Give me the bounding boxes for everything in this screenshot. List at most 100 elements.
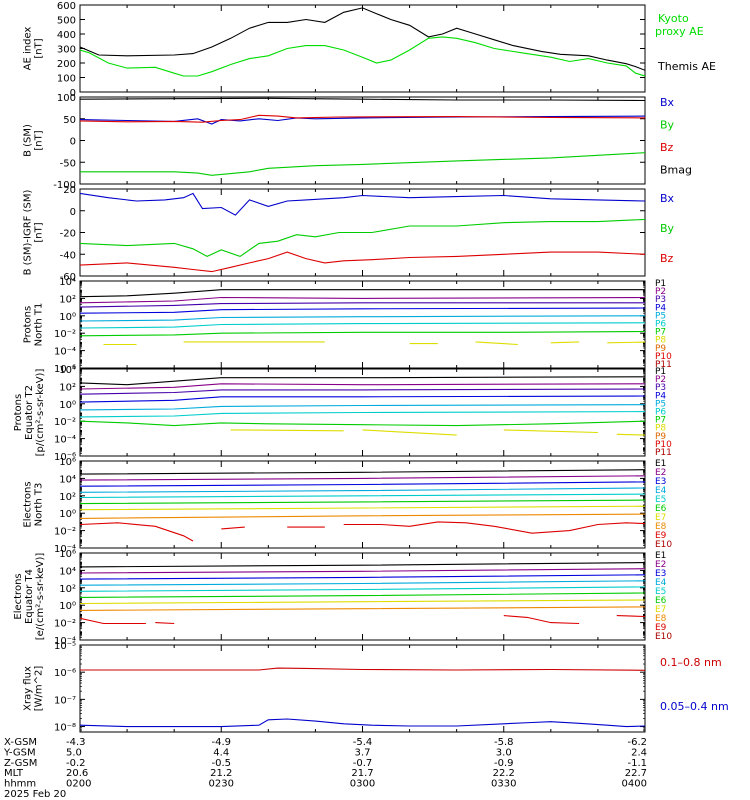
legend-entry: Bz (660, 252, 674, 265)
y-tick-label: 10⁴ (59, 474, 76, 485)
series-line-by (80, 152, 645, 176)
ephemeris-value: 21.2 (210, 768, 232, 779)
legend-entry: 0.1–0.8 nm (660, 656, 722, 669)
ephemeris-row-label: Y-GSM (3, 747, 36, 758)
legend-entry: By (660, 119, 675, 132)
y-tick-label: 10⁻⁵ (54, 641, 76, 652)
series-line-0108nm (80, 667, 645, 671)
legend-entry: E2 (655, 560, 666, 570)
legend-entry: E5 (655, 495, 666, 505)
legend-entry: Kyoto (658, 12, 689, 25)
y-tick-label: 0 (70, 207, 76, 218)
y-tick-label: 10⁶ (59, 457, 76, 468)
legend-entry: E2 (655, 468, 666, 478)
series-line-p2 (80, 296, 645, 304)
series-line-e9 (616, 615, 645, 618)
series-group (80, 562, 645, 625)
series-line-p2 (80, 383, 645, 390)
legend-entry: E7 (655, 605, 666, 615)
panel-frame (79, 96, 646, 185)
series-line-p8 (550, 341, 580, 344)
ephemeris-value: -0.7 (353, 758, 373, 769)
y-axis-title: AE index (23, 27, 34, 71)
y-tick-label: 20 (63, 185, 76, 196)
series-line-p6 (80, 322, 645, 329)
panel-2: -100 -50 0 50 100 B (SM) [nT] Bx By Bz Bmag (23, 93, 693, 191)
series-line-e8 (80, 606, 645, 611)
series-line-p3 (80, 388, 645, 395)
y-axis-title: B (SM) (23, 124, 34, 157)
y-tick-label: 10⁰ (59, 400, 76, 411)
legend-entry: P4 (655, 391, 666, 401)
series-line-e5 (80, 493, 645, 499)
series-line-by (80, 218, 645, 258)
series-line-kyotoproxyae (80, 36, 645, 77)
y-tick-label: 10⁴ (59, 365, 76, 376)
series-line-p8 (362, 429, 457, 436)
y-tick-label: 10² (59, 294, 76, 305)
ephemeris-value: 0330 (491, 779, 516, 790)
y-axis-title: [nT] (34, 222, 45, 242)
y-tick-label: 10² (59, 584, 76, 595)
y-axis-title: [W/m^2] (34, 666, 45, 712)
y-tick-label: 10⁻⁴ (54, 636, 76, 647)
y-tick-label: 50 (63, 115, 76, 126)
y-axis-title: North T3 (34, 483, 45, 527)
y-tick-label: 400 (57, 30, 76, 41)
ephemeris-value: 22.7 (625, 768, 647, 779)
legend-entry: Bmag (660, 164, 692, 177)
ephemeris-value: -0.9 (494, 758, 514, 769)
y-tick-label: -50 (60, 158, 76, 169)
y-axis-title: Xray flux (23, 666, 34, 711)
legend-entry: Themis AE (657, 60, 716, 73)
y-tick-label: -60 (60, 272, 76, 283)
legend-entry: P5 (655, 311, 666, 321)
y-tick-label: 10⁻⁶ (54, 364, 76, 375)
ephemeris-row-label: Z-GSM (4, 758, 37, 769)
y-tick-label: 500 (57, 16, 76, 27)
series-group (80, 376, 645, 436)
legend-entry: proxy AE (655, 25, 704, 38)
legend-entry: E10 (655, 632, 672, 642)
ephemeris-value: 21.7 (351, 768, 373, 779)
series-line-e7 (80, 505, 645, 511)
y-tick-label: 10⁻⁴ (54, 435, 76, 446)
series-line-p8 (616, 433, 645, 436)
legend-entry: P8 (655, 424, 666, 434)
y-tick-label: 10⁴ (59, 277, 76, 288)
ephemeris-value: -0.5 (211, 758, 231, 769)
legend-entry: E4 (655, 578, 667, 588)
y-axis-title: B (SM)-IGRF (SM) (23, 190, 34, 276)
y-tick-label: 300 (57, 45, 76, 56)
y-axis-title: Equator T4 (24, 569, 35, 624)
ephemeris-value: 0200 (66, 779, 91, 790)
legend-entry: P11 (655, 360, 672, 370)
legend-entry: E5 (655, 587, 666, 597)
y-axis-title: Electrons (13, 573, 24, 619)
series-line-e1 (80, 469, 645, 475)
series-line-p4 (80, 395, 645, 403)
series-line-e9 (221, 526, 245, 530)
ephemeris-value: 4.4 (213, 747, 229, 758)
series-line-e6 (80, 499, 645, 505)
series-line-e1 (80, 562, 645, 568)
ephemeris-value: -0.2 (66, 758, 86, 769)
series-line-p8 (503, 429, 598, 434)
ephemeris-value: 20.6 (66, 768, 88, 779)
y-axis-title: Equator T2 (24, 385, 35, 440)
legend-entry: P9 (655, 344, 666, 354)
series-line-e2 (80, 475, 645, 481)
series-line-p8 (230, 429, 344, 432)
ephemeris-row-label: MLT (4, 768, 24, 779)
ephemeris-value: -4.3 (66, 737, 86, 748)
y-tick-label: 10⁻⁶ (54, 668, 76, 679)
series-line-bz (80, 251, 645, 273)
y-tick-label: 10⁻⁷ (54, 695, 76, 706)
ephemeris-value: 2.4 (631, 747, 647, 758)
series-line-e9 (503, 615, 580, 625)
y-tick-label: 100 (57, 93, 76, 104)
series-line-p4 (80, 307, 645, 314)
legend-entry: P3 (655, 383, 666, 393)
ephemeris-value: 3.0 (496, 747, 512, 758)
